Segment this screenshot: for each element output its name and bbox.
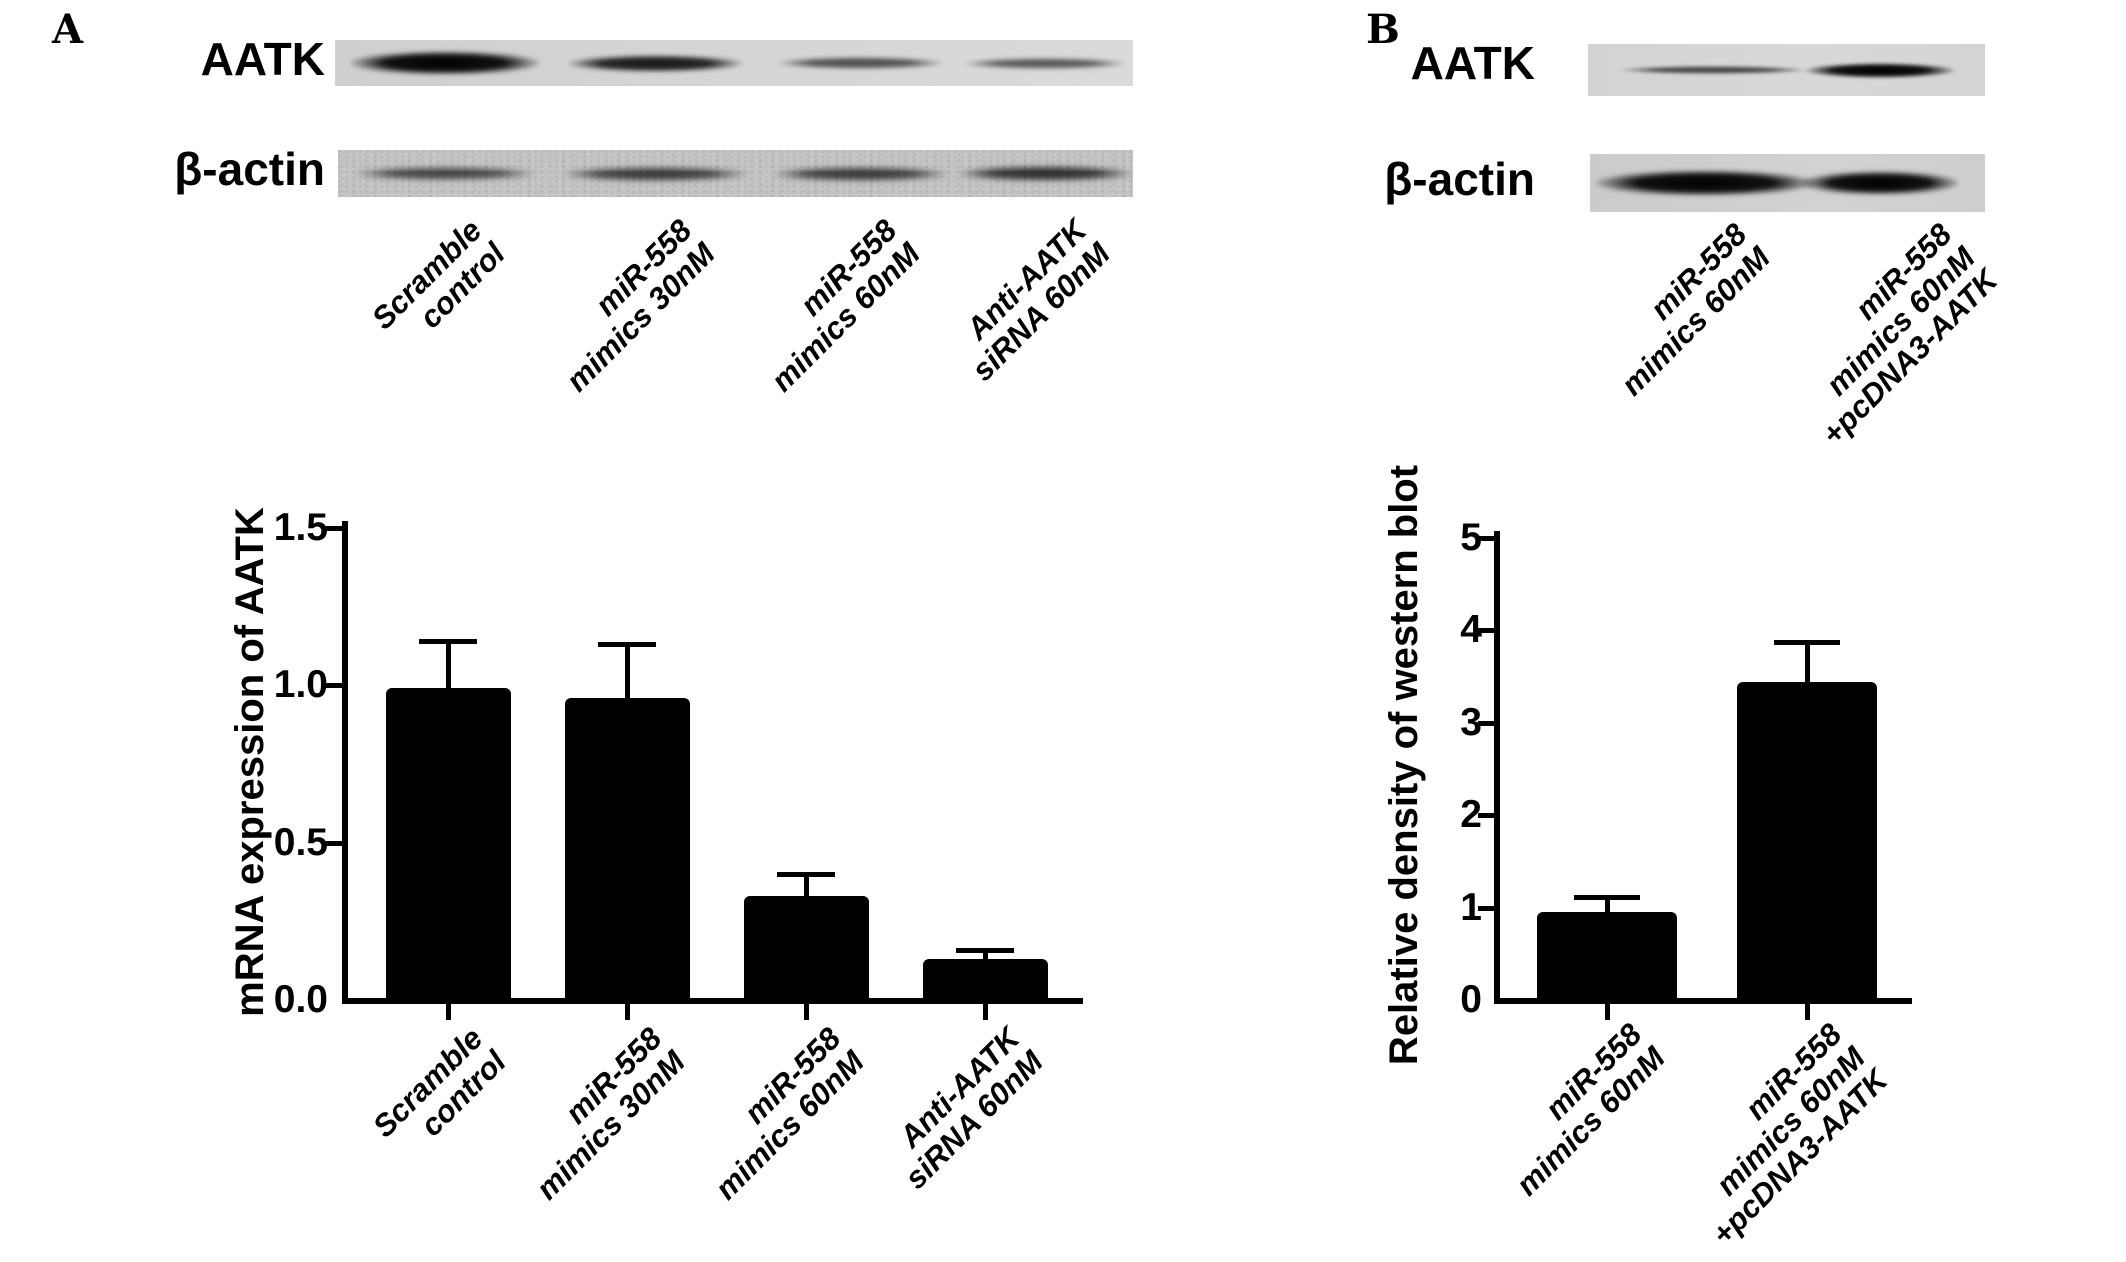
panel-a-chart-bar [564,697,690,1000]
blot-band [350,51,540,75]
panel-a-chart-error-bar-stem [445,640,451,691]
blot-band [1620,66,1806,74]
panel-b-chart-error-bar-cap [1774,640,1840,646]
blot-band [567,54,743,72]
panel-a-chart-error-bar-cap [956,947,1014,953]
panel-a-chart-y-tick [326,525,342,531]
blot-band [777,57,943,69]
panel-b-chart-bar [1737,682,1877,1000]
panel-b-chart-x-tick [1804,1004,1810,1020]
panel-a-chart-bar [922,959,1048,1000]
panel-b-chart-y-tick-label: 0 [1460,978,1482,1021]
panel-a-chart-y-tick [326,840,342,846]
blot-band [772,166,948,181]
panel-a-chart-error-bar-stem [982,949,988,962]
blot-band [355,167,535,180]
blot-band [562,166,748,181]
blot-band [965,57,1125,69]
panel-b-chart-y-tick-label: 3 [1460,700,1482,744]
panel-b-chart-y-tick [1478,720,1494,726]
panel-a-chart-x-axis [342,998,1083,1004]
panel-a-chart-y-tick-label: 0.5 [273,820,328,864]
panel-a-chart-x-tick [624,1004,630,1020]
panel-a-chart-y-tick-label: 1.5 [273,505,328,549]
panel-a-letter: A [52,6,84,53]
panel-b-letter: B [1366,6,1400,53]
panel-b-chart-error-bar-cap [1574,895,1640,901]
blot-band [1595,170,1815,196]
panel-b-bactin-blot-strip [1590,154,1985,212]
panel-a-chart-x-tick [445,1004,451,1020]
panel-a-chart-y-tick [326,683,342,688]
panel-a-chart-bar [743,896,869,1000]
panel-b-chart-y-tick [1478,536,1494,541]
panel-a-chart-y-axis [342,521,348,1004]
panel-b-chart-y-tick-label: 1 [1460,885,1482,929]
panel-b-aatk-protein-label: AATK [1410,37,1535,89]
panel-b-chart-y-axis [1494,531,1500,1004]
panel-a-aatk-blot-strip [335,40,1133,86]
panel-a-chart-x-tick [982,1004,988,1020]
panel-b-chart-x-axis [1494,998,1912,1004]
panel-b-chart-y-tick [1478,813,1494,819]
panel-a-chart-error-bar-cap [598,642,656,648]
panel-b-bactin-protein-label: β-actin [1384,153,1535,205]
panel-b-chart-y-tick [1478,905,1494,911]
panel-a-chart-y-tick-label: 0.0 [273,978,328,1021]
panel-b-chart-bar [1537,912,1677,1000]
panel-a-chart-x-tick [803,1004,809,1020]
panel-a-aatk-protein-label: AATK [200,33,325,85]
panel-b-chart-y-tick-label: 2 [1460,793,1482,837]
panel-b-chart-error-bar-stem [1804,642,1810,685]
panel-a-chart-y-tick-label: 1.0 [273,663,328,706]
panel-a-chart-error-bar-stem [624,644,630,700]
panel-a-blot-lane-label: Anti-AATK siRNA 60nM [959,212,1117,388]
blot-band [1805,62,1955,78]
panel-a-chart-error-bar-cap [777,872,835,877]
panel-a-chart-y-axis-title: mRNA expression of AATK [228,507,272,1017]
panel-a-chart-bar [385,688,511,1000]
panel-b-chart-y-tick-label: 5 [1460,516,1482,559]
panel-b-chart-y-tick-label: 4 [1460,608,1482,652]
panel-a-chart-error-bar-cap [419,638,477,644]
panel-b-chart-y-tick [1478,628,1494,634]
panel-b-chart-error-bar-stem [1604,897,1610,915]
panel-a-chart-error-bar-stem [803,874,809,899]
panel-b-aatk-blot-strip [1588,44,1985,96]
blot-band [1801,171,1959,195]
panel-b-chart-x-tick [1604,1004,1610,1020]
blot-band [957,166,1133,181]
panel-a-bactin-blot-strip [338,150,1133,197]
panel-a-bactin-protein-label: β-actin [174,143,325,195]
